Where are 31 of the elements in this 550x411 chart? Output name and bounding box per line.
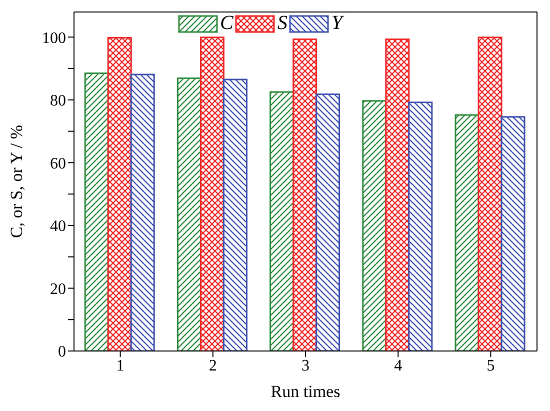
y-tick-label: 40	[50, 218, 66, 236]
bar	[176, 77, 202, 351]
y-axis-title: C, or S, or Y / %	[7, 124, 26, 238]
x-axis-title: Run times	[270, 382, 340, 401]
bar	[316, 93, 340, 351]
x-tick-label: 3	[302, 357, 310, 374]
y-tick-label: 20	[50, 280, 66, 298]
bar	[454, 114, 480, 351]
bar	[385, 38, 410, 351]
bar	[362, 100, 387, 351]
y-tick-label: 60	[50, 155, 66, 172]
bar	[500, 116, 526, 351]
bar	[270, 91, 294, 351]
bar	[292, 38, 318, 351]
legend-label: S	[277, 12, 288, 35]
bar	[200, 36, 224, 351]
y-tick-label: 100	[42, 30, 66, 47]
legend-label: Y	[331, 12, 342, 35]
x-tick-label: 5	[486, 357, 495, 374]
bar	[130, 74, 155, 351]
y-tick-label: 0	[58, 344, 66, 361]
bar	[84, 72, 109, 351]
bar	[222, 78, 248, 351]
bar	[478, 36, 502, 351]
bar	[408, 102, 433, 351]
x-tick-label: 2	[208, 357, 217, 374]
legend-label: C	[220, 12, 234, 35]
bar	[107, 36, 132, 351]
x-tick-label: 4	[394, 357, 402, 374]
x-tick-label: 1	[116, 357, 124, 374]
y-tick-label: 80	[50, 92, 66, 110]
